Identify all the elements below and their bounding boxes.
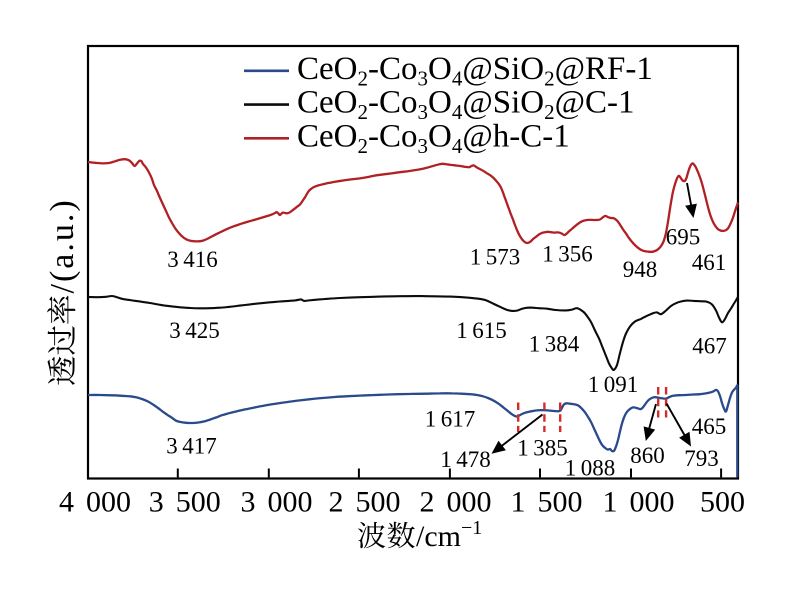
- svg-text:CeO2​-Co3​O4​@SiO2​@RF-1: CeO2​-Co3​O4​@SiO2​@RF-1: [297, 51, 653, 91]
- svg-text:860: 860: [630, 443, 665, 468]
- svg-text:1 088: 1 088: [565, 456, 616, 481]
- svg-text:793: 793: [684, 446, 719, 471]
- svg-text:695: 695: [666, 225, 701, 250]
- svg-text:465: 465: [692, 414, 727, 439]
- svg-text:4 000: 4 000: [59, 486, 131, 519]
- svg-text:467: 467: [692, 334, 727, 359]
- svg-text:3 425: 3 425: [169, 318, 220, 343]
- svg-text:CeO2​-Co3​O4​@SiO2​@C-1: CeO2​-Co3​O4​@SiO2​@C-1: [297, 85, 634, 125]
- svg-text:3 000: 3 000: [240, 486, 312, 519]
- svg-text:1 356: 1 356: [542, 242, 593, 267]
- svg-text:1 091: 1 091: [588, 372, 639, 397]
- svg-text:1 617: 1 617: [425, 407, 476, 432]
- svg-text:3 500: 3 500: [149, 486, 221, 519]
- svg-text:1 384: 1 384: [529, 332, 580, 357]
- svg-text:948: 948: [623, 257, 658, 282]
- svg-text:/(a.u.): /(a.u.): [44, 198, 81, 293]
- svg-text:1 478: 1 478: [440, 447, 491, 472]
- svg-text:1 615: 1 615: [456, 318, 507, 343]
- svg-text:1 385: 1 385: [517, 436, 568, 461]
- svg-text:−1: −1: [461, 517, 482, 539]
- svg-text:500: 500: [700, 486, 745, 519]
- svg-text:461: 461: [692, 250, 727, 275]
- svg-text:3 417: 3 417: [166, 434, 217, 459]
- svg-text:CeO2​-Co3​O4​@h-C-1: CeO2​-Co3​O4​@h-C-1: [297, 118, 570, 158]
- svg-text:/cm: /cm: [416, 520, 461, 553]
- svg-text:2 000: 2 000: [419, 486, 491, 519]
- svg-text:1 000: 1 000: [602, 486, 674, 519]
- svg-text:2 500: 2 500: [328, 486, 400, 519]
- svg-text:3 416: 3 416: [167, 247, 218, 272]
- svg-text:1 573: 1 573: [470, 245, 521, 270]
- svg-text:1 500: 1 500: [510, 486, 582, 519]
